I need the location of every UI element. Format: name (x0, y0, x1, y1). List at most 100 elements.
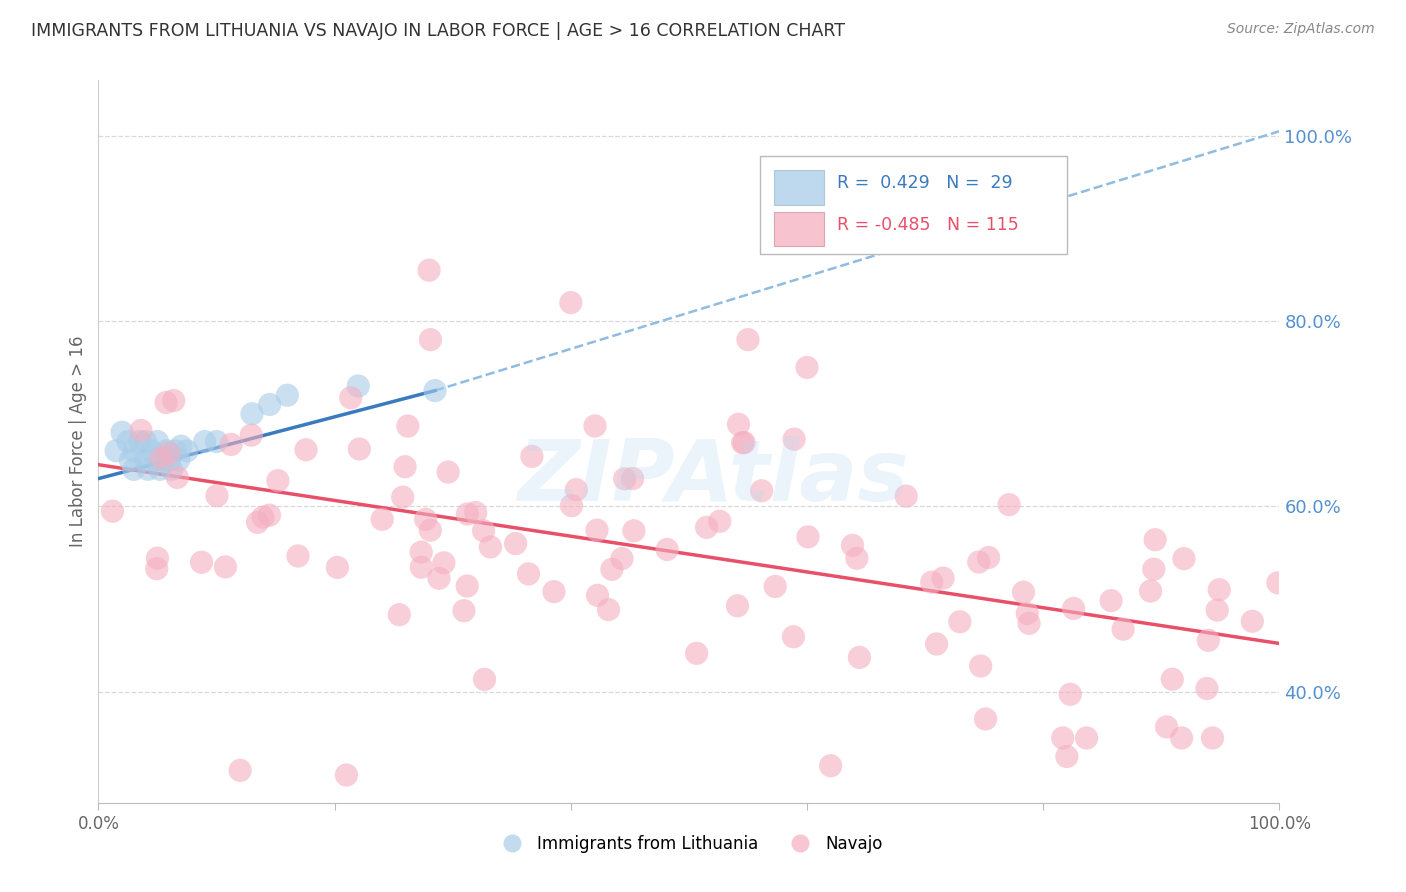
Point (1112, 622, 1135, 636)
Point (141, 443, 163, 458)
Point (145, 562, 167, 576)
Text: R =  0.429   N =  29: R = 0.429 N = 29 (837, 174, 1012, 192)
Point (287, 549, 309, 563)
Point (1012, 585, 1035, 599)
Point (1156, 720, 1178, 734)
Point (731, 435, 754, 450)
Point (160, 462, 183, 476)
Point (240, 407, 263, 421)
Point (411, 545, 433, 559)
FancyBboxPatch shape (759, 156, 1067, 253)
Point (464, 506, 486, 520)
Point (1052, 731, 1074, 745)
Point (696, 520, 718, 534)
Point (326, 560, 349, 574)
Point (586, 588, 609, 602)
Point (1170, 731, 1192, 745)
Point (1144, 533, 1167, 547)
Point (411, 560, 433, 574)
Point (520, 450, 543, 464)
Point (583, 418, 606, 433)
Point (709, 514, 731, 528)
Point (122, 462, 145, 476)
Point (560, 499, 582, 513)
Point (170, 439, 193, 453)
Point (135, 434, 157, 449)
Point (565, 483, 588, 497)
Point (259, 508, 281, 523)
Point (157, 453, 180, 467)
Point (598, 602, 620, 616)
Point (105, 443, 128, 458)
Point (415, 512, 437, 526)
Point (921, 575, 943, 590)
Point (974, 712, 997, 726)
Point (763, 579, 786, 593)
Point (259, 397, 281, 411)
Point (613, 472, 636, 486)
Point (505, 536, 527, 550)
Point (165, 443, 187, 458)
Point (143, 453, 166, 467)
Point (117, 434, 139, 449)
Point (453, 604, 475, 618)
Point (176, 443, 198, 458)
Point (205, 489, 228, 503)
Point (1063, 601, 1085, 615)
Point (1195, 681, 1218, 696)
Point (848, 650, 870, 665)
Point (751, 483, 773, 498)
Point (240, 428, 263, 442)
Point (136, 462, 159, 476)
Point (205, 434, 228, 449)
Point (419, 333, 441, 347)
Point (456, 579, 478, 593)
Point (157, 446, 180, 460)
Point (349, 442, 371, 456)
Text: Source: ZipAtlas.com: Source: ZipAtlas.com (1227, 22, 1375, 37)
Point (252, 510, 274, 524)
Point (214, 560, 236, 574)
Point (543, 584, 565, 599)
Text: ZIPAtlas: ZIPAtlas (517, 436, 908, 519)
Point (135, 453, 157, 467)
Point (156, 443, 179, 458)
Point (998, 498, 1021, 512)
Point (155, 395, 177, 409)
Point (970, 659, 993, 673)
Point (1267, 575, 1289, 590)
Y-axis label: In Labor Force | Age > 16: In Labor Force | Age > 16 (69, 335, 87, 548)
Point (600, 562, 623, 576)
Point (229, 764, 252, 778)
Point (371, 512, 394, 526)
Point (655, 542, 678, 557)
Point (797, 530, 820, 544)
Point (146, 551, 169, 566)
Point (1161, 672, 1184, 686)
Point (782, 630, 804, 644)
Point (129, 424, 152, 438)
Point (845, 551, 868, 566)
Point (472, 524, 495, 538)
Point (977, 550, 1000, 565)
Point (725, 599, 748, 613)
Point (150, 451, 173, 466)
Point (1059, 687, 1081, 701)
Point (433, 556, 456, 570)
Point (295, 442, 318, 457)
Point (347, 379, 370, 393)
Point (456, 507, 478, 521)
Point (685, 646, 707, 660)
Point (146, 434, 169, 449)
Point (166, 470, 188, 484)
Point (560, 295, 582, 310)
Point (586, 523, 609, 537)
Text: IMMIGRANTS FROM LITHUANIA VS NAVAJO IN LABOR FORCE | AGE > 16 CORRELATION CHART: IMMIGRANTS FROM LITHUANIA VS NAVAJO IN L… (31, 22, 845, 40)
Point (423, 384, 446, 398)
Legend: Immigrants from Lithuania, Navajo: Immigrants from Lithuania, Navajo (489, 828, 889, 860)
Point (149, 462, 172, 476)
Point (610, 551, 633, 566)
Point (1018, 616, 1040, 631)
Point (621, 472, 644, 486)
Point (219, 437, 242, 451)
